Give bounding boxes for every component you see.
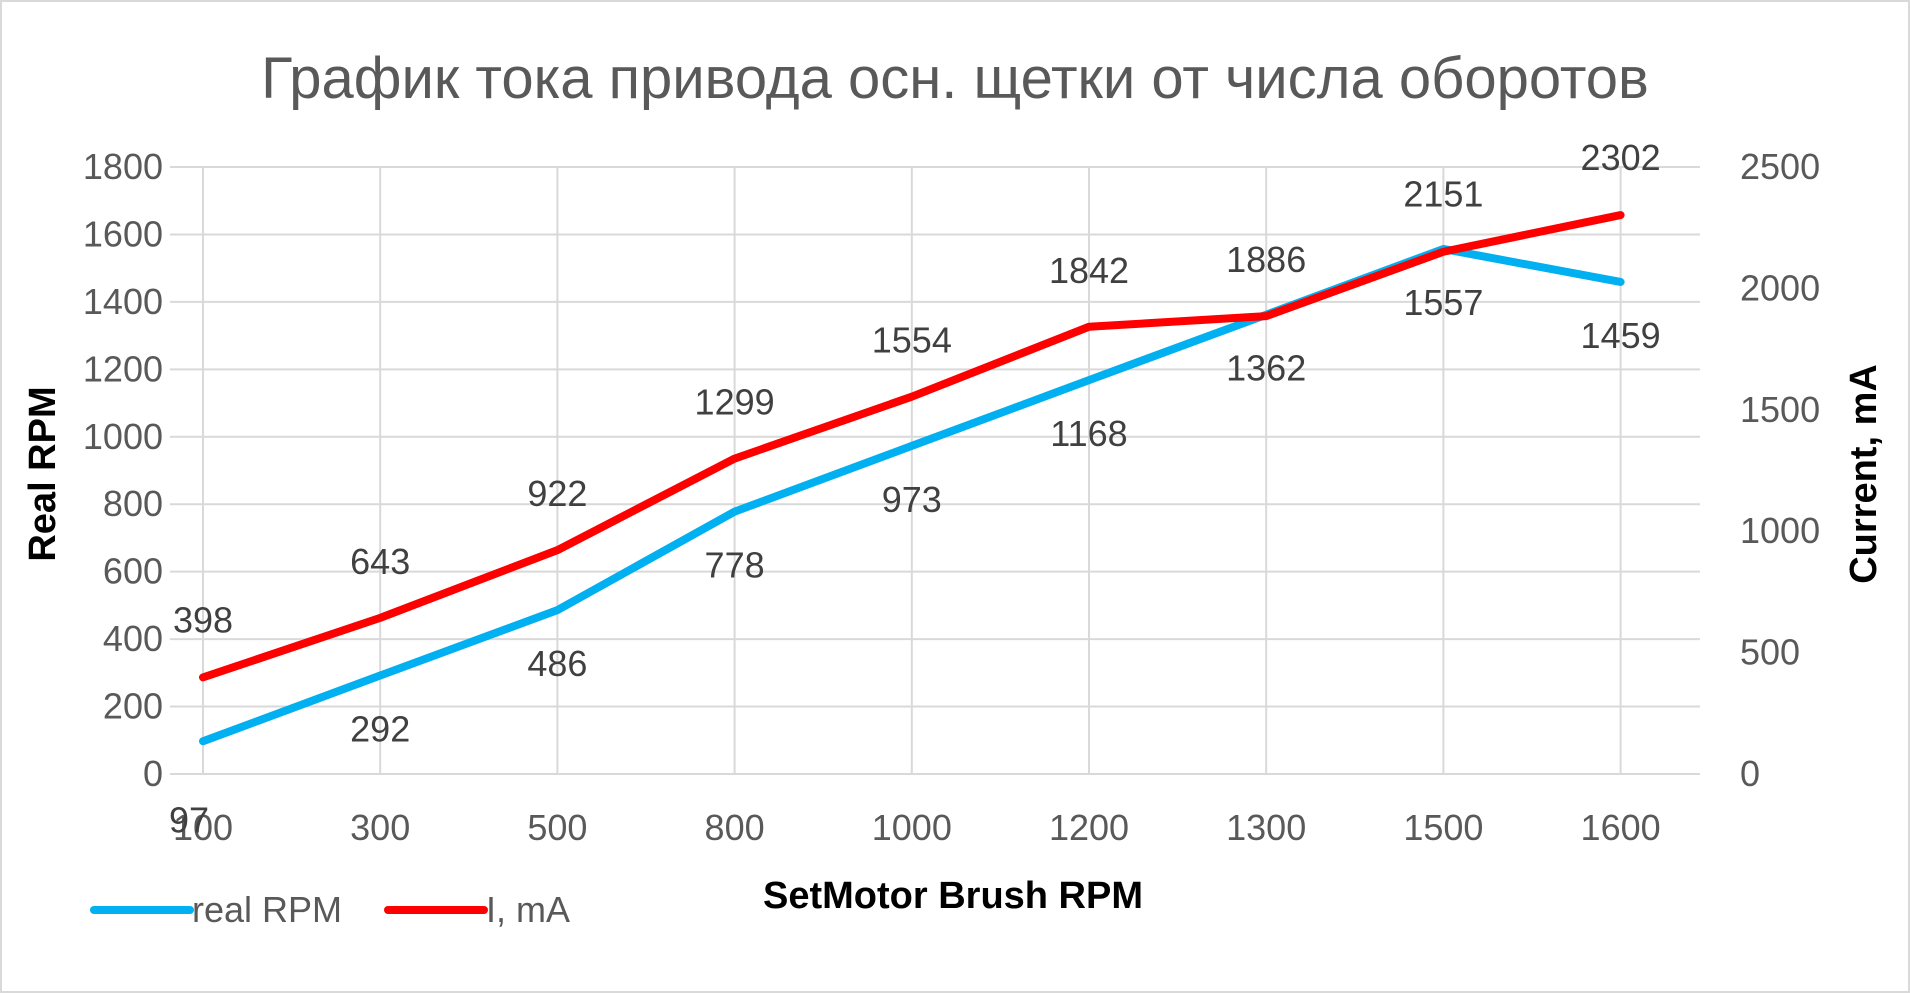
x-tick-label: 500 xyxy=(527,807,587,848)
x-tick-label: 1200 xyxy=(1049,807,1129,848)
y-axis-ticks: 0 200 400 600 800 1000 1200 1400 1600 1800 xyxy=(83,146,163,794)
data-label-current: 643 xyxy=(350,541,410,582)
y2-tick-label: 1500 xyxy=(1740,389,1820,430)
data-point xyxy=(1442,250,1445,253)
data-label-real-rpm: 1362 xyxy=(1226,348,1306,389)
x-axis-title: SetMotor Brush RPM xyxy=(763,875,1143,917)
data-point xyxy=(556,609,559,612)
data-label-current: 2151 xyxy=(1403,174,1483,215)
data-point xyxy=(379,674,382,677)
data-label-current: 1842 xyxy=(1049,250,1129,291)
data-label-real-rpm: 778 xyxy=(705,545,765,586)
data-labels: 97 292 486 778 973 1168 1362 1557 1459 398 643 922 1… xyxy=(169,137,1661,840)
y-axis-title: Real RPM xyxy=(22,386,64,561)
legend-label: real RPM xyxy=(192,889,342,930)
data-point xyxy=(202,740,204,743)
gridlines xyxy=(170,166,1700,775)
data-point xyxy=(733,457,736,460)
chart-title: График тока привода осн. щетки от числа … xyxy=(261,46,1649,111)
data-label-current: 1554 xyxy=(872,320,952,361)
y-tick-label: 800 xyxy=(103,483,163,524)
y2-axis-ticks: 0 500 1000 1500 2000 2500 xyxy=(1740,146,1820,794)
x-tick-label: 1500 xyxy=(1403,807,1483,848)
y-tick-label: 200 xyxy=(103,686,163,727)
data-label-current: 922 xyxy=(527,473,587,514)
y2-axis-title: Current, mA xyxy=(1843,364,1885,584)
x-axis-ticks: 100 300 500 800 1000 1200 1300 1500 1600 xyxy=(173,807,1661,848)
data-point xyxy=(1088,379,1090,382)
y-tick-label: 1600 xyxy=(83,213,163,254)
y-tick-label: 1400 xyxy=(83,281,163,322)
y2-tick-label: 2000 xyxy=(1740,267,1820,308)
data-point xyxy=(202,676,204,679)
data-label-real-rpm: 1557 xyxy=(1403,282,1483,323)
x-tick-label: 1000 xyxy=(872,807,952,848)
data-point xyxy=(379,616,382,619)
y-tick-label: 400 xyxy=(103,618,163,659)
y2-tick-label: 1000 xyxy=(1740,510,1820,551)
data-point xyxy=(1088,325,1090,328)
y2-tick-label: 2500 xyxy=(1740,146,1820,187)
data-label-current: 1886 xyxy=(1226,239,1306,280)
y-tick-label: 1800 xyxy=(83,146,163,187)
data-label-current: 1299 xyxy=(695,382,775,423)
data-label-current: 2302 xyxy=(1581,137,1661,178)
data-label-real-rpm: 973 xyxy=(882,479,942,520)
data-point xyxy=(1619,214,1622,217)
x-tick-label: 1300 xyxy=(1226,807,1306,848)
x-tick-label: 100 xyxy=(173,807,233,848)
y-tick-label: 600 xyxy=(103,551,163,592)
series-lines xyxy=(199,211,1625,746)
data-label-real-rpm: 486 xyxy=(527,643,587,684)
y-tick-label: 1200 xyxy=(83,348,163,389)
data-label-real-rpm: 1459 xyxy=(1581,315,1661,356)
data-point xyxy=(1265,315,1268,318)
data-point xyxy=(733,510,736,513)
data-point xyxy=(910,444,913,447)
y-tick-label: 0 xyxy=(143,753,163,794)
legend-label: I, mA xyxy=(486,889,570,930)
x-tick-label: 800 xyxy=(705,807,765,848)
data-label-real-rpm: 292 xyxy=(350,709,410,750)
data-label-real-rpm: 97 xyxy=(169,799,209,840)
data-point xyxy=(910,395,913,398)
data-point xyxy=(556,549,559,552)
legend: real RPM I, mA xyxy=(90,889,570,930)
data-label-real-rpm: 1168 xyxy=(1050,413,1127,454)
x-tick-label: 300 xyxy=(350,807,410,848)
y-tick-label: 1000 xyxy=(83,416,163,457)
x-tick-label: 1600 xyxy=(1581,807,1661,848)
data-point xyxy=(1619,280,1622,283)
y2-tick-label: 0 xyxy=(1740,753,1760,794)
data-label-current: 398 xyxy=(173,599,233,640)
y2-tick-label: 500 xyxy=(1740,632,1800,673)
